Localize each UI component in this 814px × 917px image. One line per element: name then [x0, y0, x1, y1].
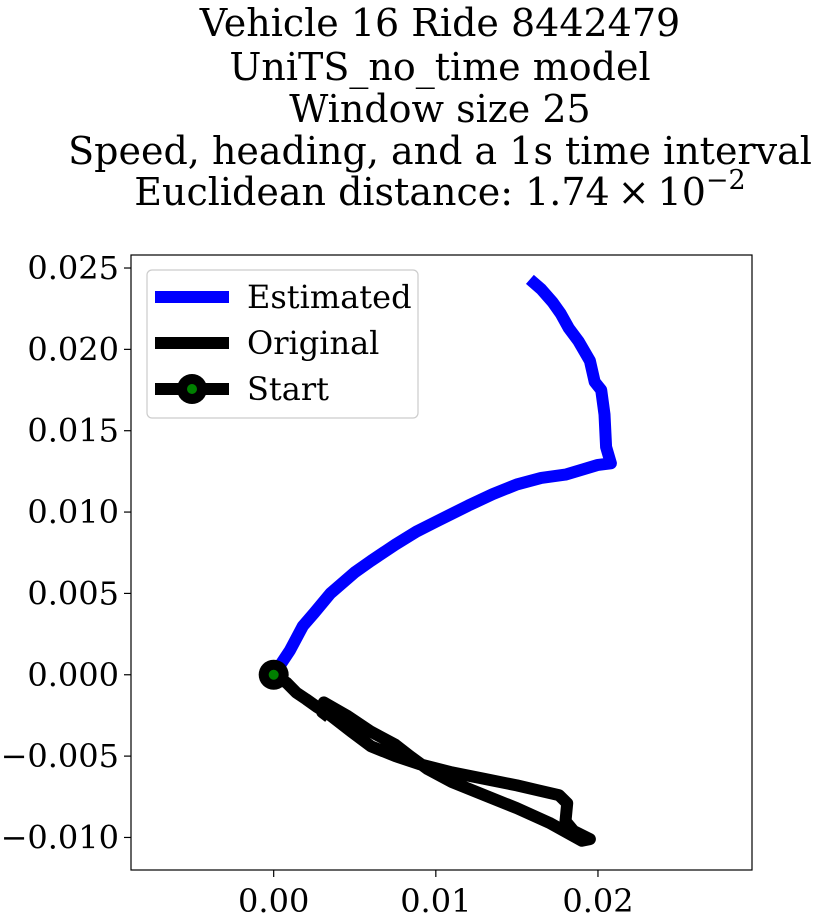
y-tick-label: 0.020	[27, 330, 119, 368]
x-tick-label: 0.00	[238, 882, 309, 917]
title-line-5: Euclidean distance: 1.74 × 10−2	[134, 165, 745, 214]
legend-start-label: Start	[247, 370, 329, 408]
chart-title: Vehicle 16 Ride 8442479 UniTS_no_time mo…	[68, 1, 812, 214]
y-tick-label: 0.010	[27, 493, 119, 531]
y-tick-label: −0.010	[1, 818, 119, 856]
title-line-3: Window size 25	[289, 87, 590, 131]
x-axis: 0.00 0.01 0.02	[238, 870, 634, 917]
axes-frame	[130, 254, 753, 871]
series-line-estimated	[268, 274, 617, 679]
start-marker-center	[268, 669, 279, 680]
legend: Estimated Original Start	[146, 269, 419, 419]
x-tick-label: 0.02	[562, 882, 633, 917]
title-distance-prefix: Euclidean distance: 1.74	[134, 170, 609, 214]
x-tick-label: 0.01	[400, 882, 471, 917]
legend-original-label: Original	[247, 324, 379, 362]
title-distance-base: 10	[658, 170, 706, 214]
y-tick-label: 0.015	[27, 412, 119, 450]
title-line-1: Vehicle 16 Ride 8442479	[199, 1, 680, 45]
y-tick-label: 0.025	[27, 249, 119, 287]
title-distance-exp: −2	[706, 165, 746, 196]
y-tick-label: 0.000	[27, 656, 119, 694]
legend-frame	[146, 269, 419, 419]
y-tick-label: 0.005	[27, 574, 119, 612]
legend-start-marker-center	[187, 384, 197, 394]
title-line-4: Speed, heading, and a 1s time interval	[68, 129, 812, 173]
legend-estimated-label: Estimated	[247, 278, 412, 316]
title-distance-times: ×	[618, 170, 650, 214]
y-tick-label: −0.005	[1, 737, 119, 775]
title-line-2: UniTS_no_time model	[229, 45, 650, 90]
plot-area	[258, 274, 617, 847]
y-axis: 0.025 0.020 0.015 0.010 0.005 0.000 −0.005 −0.0…	[1, 249, 131, 856]
series-line-original	[270, 669, 596, 847]
